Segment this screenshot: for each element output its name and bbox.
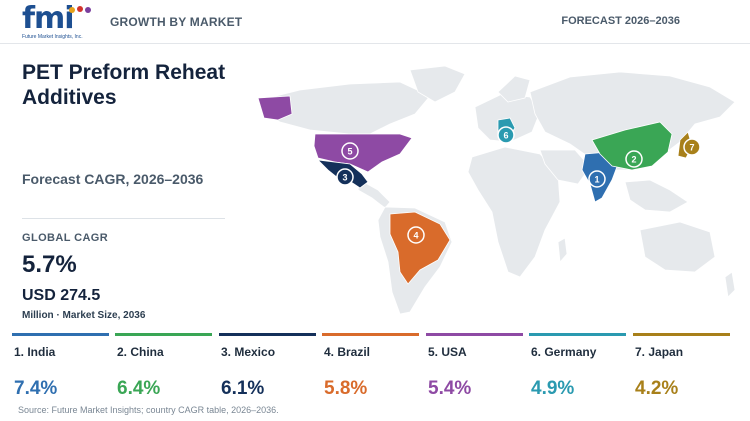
marker-japan-label: 7 <box>689 143 694 153</box>
land-madagascar <box>557 237 568 263</box>
country-china <box>591 121 673 171</box>
logo-subtext: Future Market Insights, Inc. <box>22 34 83 40</box>
country-card-label: 5. USA <box>428 345 467 359</box>
country-card-india: 1. India 7.4% <box>12 333 109 403</box>
marker-china: 2 <box>625 150 643 168</box>
logo-people-icon <box>69 6 91 13</box>
marker-germany-label: 6 <box>503 131 508 141</box>
marker-usa-label: 5 <box>347 147 352 157</box>
land-australia <box>639 221 716 273</box>
country-card-brazil: 4. Brazil 5.8% <box>322 333 419 403</box>
marker-brazil-label: 4 <box>413 231 418 241</box>
source-note: Source: Future Market Insights; country … <box>18 405 279 415</box>
highlighted-countries <box>257 95 693 285</box>
country-card-label: 6. Germany <box>531 345 597 359</box>
country-alaska <box>257 95 293 121</box>
country-cards: 1. India 7.4% 2. China 6.4% 3. Mexico 6.… <box>12 333 750 403</box>
country-card-cagr: 6.1% <box>221 378 265 399</box>
marker-india-label: 1 <box>594 175 599 185</box>
country-card-label: 2. China <box>117 345 164 359</box>
report-title: PET Preform Reheat Additives <box>22 61 226 109</box>
market-size-value: USD 274.5 <box>22 287 101 304</box>
marker-mexico-label: 3 <box>342 173 347 183</box>
country-card-cagr: 5.4% <box>428 378 472 399</box>
header: fmi Future Market Insights, Inc. GROWTH … <box>0 0 750 44</box>
market-size-label: Million · Market Size, 2036 <box>22 310 146 321</box>
country-card-label: 3. Mexico <box>221 345 276 359</box>
marker-usa: 5 <box>341 142 359 160</box>
marker-china-label: 2 <box>631 155 636 165</box>
header-growth-label: GROWTH BY MARKET <box>110 15 243 29</box>
land-middle-east <box>539 149 591 185</box>
global-cagr-label: GLOBAL CAGR <box>22 232 109 244</box>
marker-india: 1 <box>588 170 606 188</box>
fmi-logo[interactable]: fmi Future Market Insights, Inc. <box>22 1 94 40</box>
forecast-subtitle: Forecast CAGR, 2026–2036 <box>22 171 204 187</box>
country-card-japan: 7. Japan 4.2% <box>633 333 730 403</box>
map-land <box>259 65 736 315</box>
marker-mexico: 3 <box>336 168 354 186</box>
global-cagr-value: 5.7% <box>22 251 77 278</box>
land-new-zealand <box>724 271 736 298</box>
country-card-label: 1. India <box>14 345 56 359</box>
country-card-label: 4. Brazil <box>324 345 371 359</box>
country-card-china: 2. China 6.4% <box>115 333 212 403</box>
country-card-cagr: 6.4% <box>117 378 161 399</box>
land-north-america <box>259 81 431 135</box>
land-southeast-asia <box>624 179 689 213</box>
marker-japan: 7 <box>679 138 701 156</box>
country-brazil <box>389 211 451 285</box>
country-card-cagr: 7.4% <box>14 378 58 399</box>
marker-brazil: 4 <box>407 226 425 244</box>
country-card-mexico: 3. Mexico 6.1% <box>219 333 316 403</box>
header-forecast-label: FORECAST 2026–2036 <box>561 15 680 27</box>
country-card-label: 7. Japan <box>635 345 684 359</box>
country-card-cagr: 4.9% <box>531 378 575 399</box>
country-card-germany: 6. Germany 4.9% <box>529 333 626 403</box>
marker-germany: 6 <box>497 126 515 144</box>
country-usa <box>313 133 413 173</box>
country-card-cagr: 5.8% <box>324 378 368 399</box>
country-card-cagr: 4.2% <box>635 378 679 399</box>
world-map: 1 2 3 4 5 6 7 <box>257 65 736 315</box>
land-africa <box>467 146 561 278</box>
map-markers: 1 2 3 4 5 6 7 <box>336 126 701 244</box>
panel-divider <box>22 218 225 219</box>
land-greenland <box>409 65 466 103</box>
logo-text: fmi <box>22 1 75 36</box>
land-scandinavia <box>497 75 531 103</box>
country-card-usa: 5. USA 5.4% <box>426 333 523 403</box>
